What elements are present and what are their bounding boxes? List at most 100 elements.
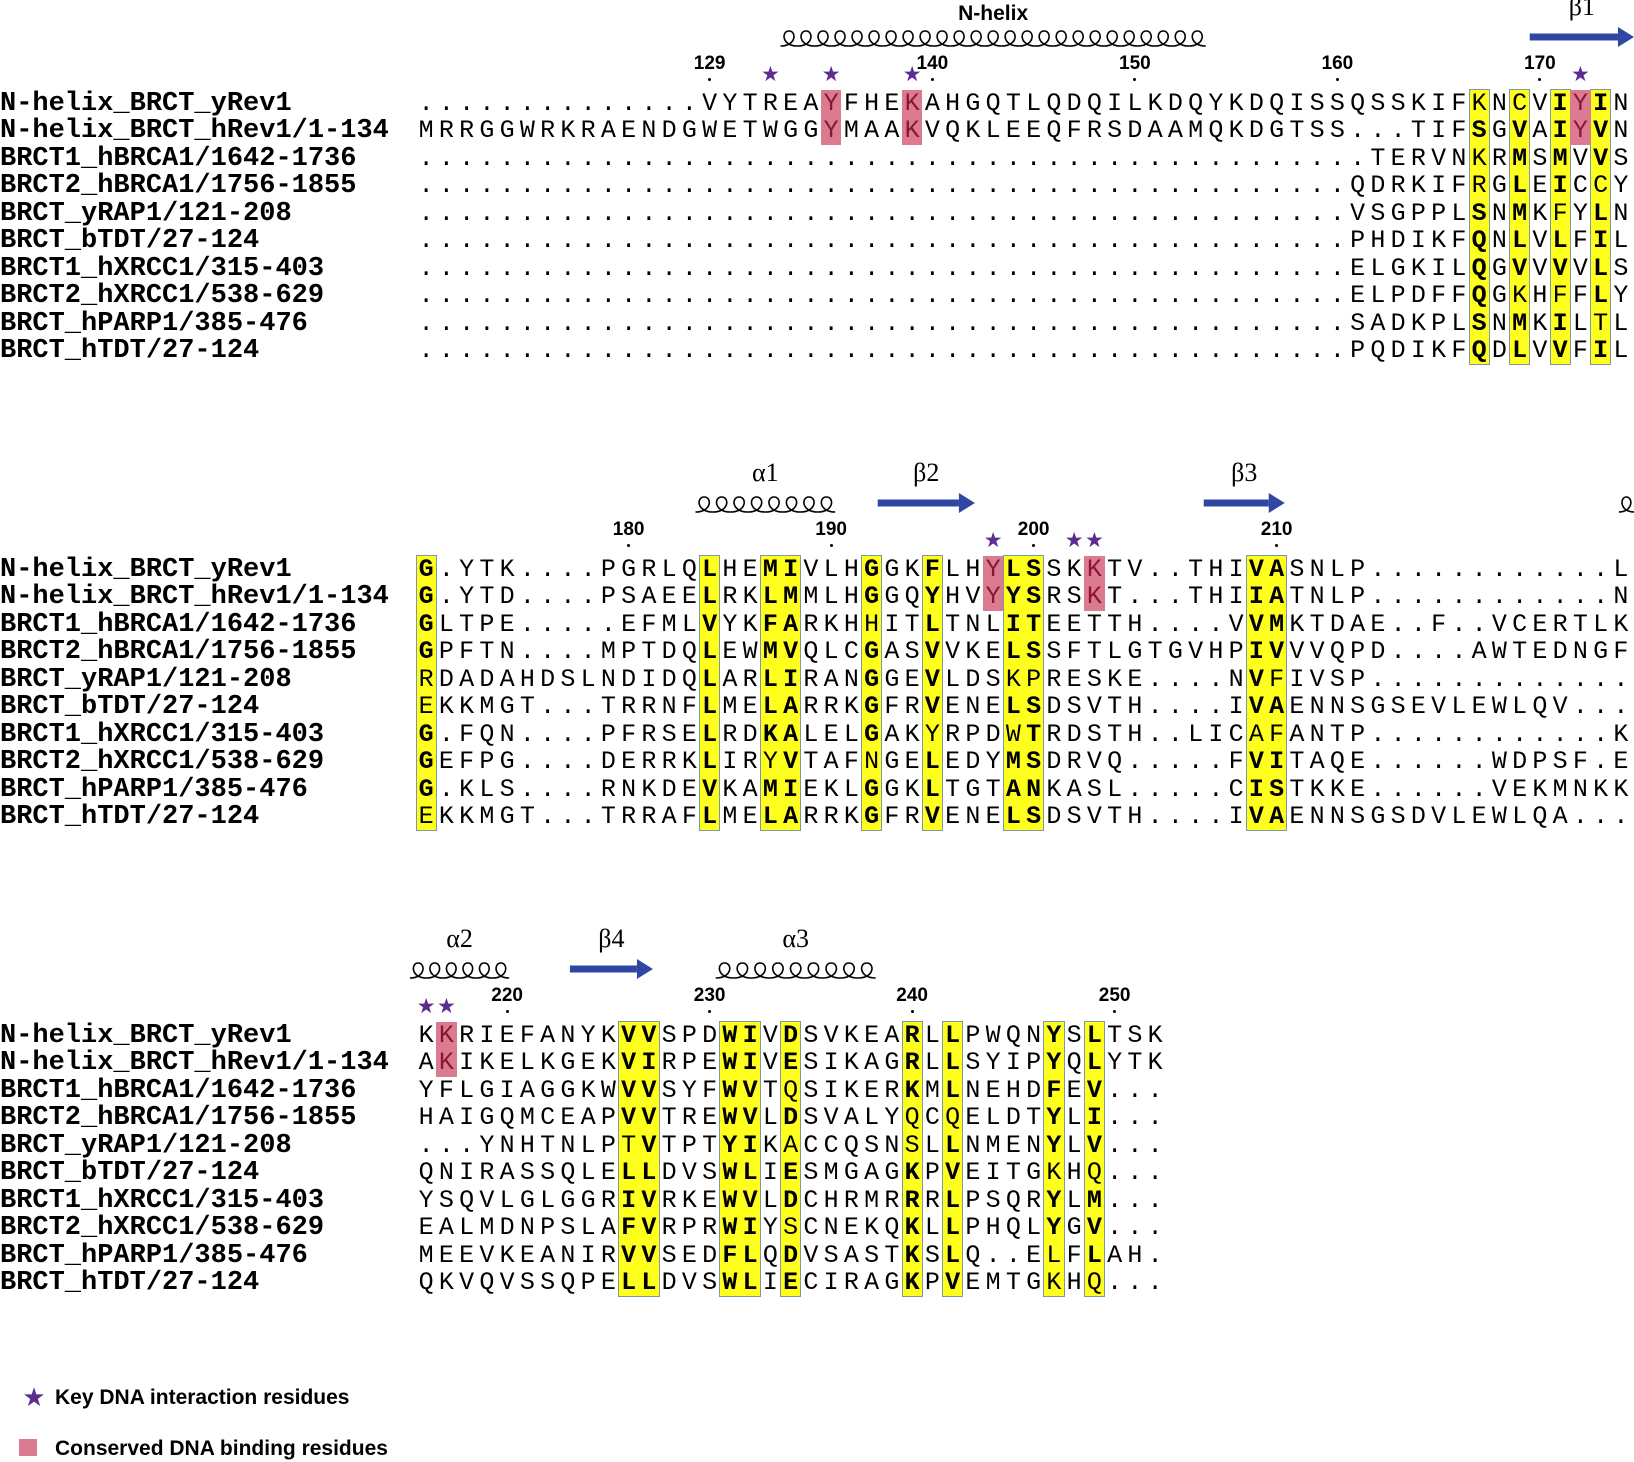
- sequence-name: BRCT_bTDT/27-124: [0, 226, 260, 256]
- gap: .: [1147, 198, 1163, 228]
- gap: .: [641, 226, 657, 255]
- gap: .: [438, 226, 454, 255]
- gap: .: [479, 198, 495, 228]
- conserved-column-box: [1590, 89, 1612, 365]
- gap: .: [722, 143, 738, 173]
- residue: M: [1552, 143, 1568, 173]
- gap: .: [945, 143, 961, 173]
- gap: .: [803, 171, 819, 200]
- residue: E: [1390, 143, 1406, 173]
- gap: .: [600, 226, 616, 255]
- residue: S: [1329, 88, 1345, 118]
- residue: S: [1471, 116, 1487, 145]
- residue: K: [1228, 116, 1244, 145]
- gap: .: [540, 253, 556, 283]
- gap: .: [1167, 226, 1183, 255]
- residue: K: [965, 116, 981, 145]
- residue: I: [1107, 88, 1123, 118]
- secondary-structure-label: β4: [598, 924, 625, 953]
- residue: S: [1309, 116, 1325, 145]
- gap: .: [1350, 143, 1366, 173]
- residue: W: [519, 116, 535, 145]
- residue: S: [1107, 116, 1123, 145]
- residue: S: [1471, 198, 1487, 228]
- residue: T: [1289, 116, 1305, 145]
- gap: .: [1228, 226, 1244, 255]
- gap: .: [1329, 198, 1345, 228]
- gap: .: [1228, 171, 1244, 200]
- gap: .: [1005, 171, 1021, 200]
- gap: .: [702, 226, 718, 255]
- helix-coil-icon: [409, 962, 510, 979]
- residue: E: [1532, 171, 1548, 200]
- sequence-name: BRCT1_hBRCA1/1642-1736: [0, 143, 357, 174]
- gap: .: [1228, 198, 1244, 228]
- residue: K: [1410, 171, 1426, 200]
- residue: C: [1593, 171, 1609, 200]
- sequence-name: N-helix_BRCT_yRev1: [0, 88, 292, 119]
- residue: W: [762, 116, 778, 145]
- residue: G: [681, 116, 697, 145]
- gap: .: [843, 253, 859, 283]
- residue: T: [1370, 143, 1386, 173]
- gap: .: [681, 226, 697, 255]
- gap: .: [1167, 143, 1183, 173]
- residue: K: [1228, 88, 1244, 118]
- residue: D: [661, 116, 677, 145]
- gap: .: [499, 198, 515, 228]
- gap: .: [985, 171, 1001, 200]
- gap: .: [580, 226, 596, 255]
- residue: K: [1410, 88, 1426, 118]
- gap: .: [1289, 171, 1305, 200]
- dna-binding-highlight: [902, 89, 923, 145]
- residue: F: [843, 88, 859, 118]
- gap: .: [459, 171, 475, 200]
- gap: .: [924, 143, 940, 173]
- residue: G: [965, 88, 981, 118]
- gap: .: [459, 226, 475, 255]
- residue: Q: [985, 88, 1001, 118]
- gap: .: [459, 198, 475, 228]
- legend-pink-square-icon: [19, 1439, 37, 1456]
- gap: .: [884, 253, 900, 283]
- gap: .: [519, 88, 535, 118]
- residue: Q: [1350, 171, 1366, 200]
- legend-star-label: Key DNA interaction residues: [55, 1386, 350, 1409]
- gap: .: [884, 143, 900, 173]
- residue: Y: [823, 88, 839, 118]
- residue: T: [742, 88, 758, 118]
- residue: I: [1410, 226, 1426, 255]
- residue: G: [1491, 116, 1507, 145]
- residue: R: [438, 116, 454, 145]
- gap: .: [1309, 226, 1325, 255]
- residue: T: [1005, 88, 1021, 118]
- gap: .: [762, 143, 778, 173]
- gap: .: [1329, 226, 1345, 255]
- gap: .: [1289, 198, 1305, 228]
- residue: C: [1572, 171, 1588, 200]
- residue: G: [783, 116, 799, 145]
- residue: H: [1370, 226, 1386, 255]
- gap: .: [1086, 226, 1102, 255]
- gap: .: [1107, 198, 1123, 228]
- gap: .: [884, 226, 900, 255]
- gap: .: [1208, 143, 1224, 173]
- gap: .: [1005, 143, 1021, 173]
- residue: R: [1410, 143, 1426, 173]
- residue: V: [702, 88, 718, 118]
- gap: .: [1309, 171, 1325, 200]
- gap: .: [560, 226, 576, 255]
- gap: .: [1248, 198, 1264, 228]
- gap: .: [499, 226, 515, 255]
- gap: .: [499, 253, 515, 283]
- gap: .: [1329, 143, 1345, 173]
- gap: .: [499, 171, 515, 200]
- gap: .: [924, 171, 940, 200]
- gap: .: [965, 171, 981, 200]
- gap: .: [1147, 226, 1163, 255]
- gap: .: [1208, 198, 1224, 228]
- residue: K: [1471, 88, 1487, 118]
- gap: .: [681, 253, 697, 283]
- gap: .: [560, 143, 576, 173]
- gap: .: [803, 253, 819, 283]
